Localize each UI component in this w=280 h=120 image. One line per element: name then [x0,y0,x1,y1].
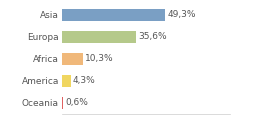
Bar [62,97,63,109]
Text: 0,6%: 0,6% [65,98,88,108]
Bar [62,31,136,43]
Text: 49,3%: 49,3% [167,10,196,19]
Bar [62,75,71,87]
Text: 4,3%: 4,3% [73,76,95,85]
Text: 10,3%: 10,3% [85,54,114,63]
Text: 35,6%: 35,6% [138,32,167,41]
Bar [62,9,165,21]
Bar [62,53,83,65]
